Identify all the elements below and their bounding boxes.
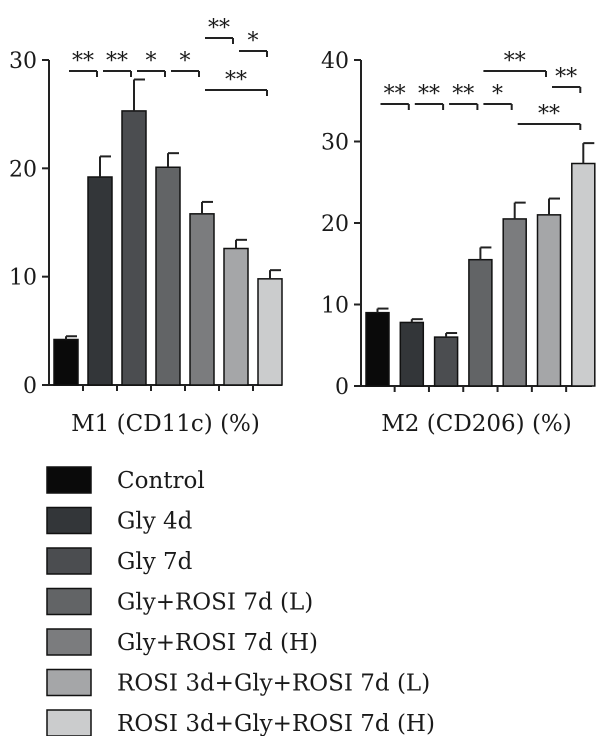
significance-label: **	[225, 68, 247, 93]
legend-label: ROSI 3d+Gly+ROSI 7d (H)	[117, 711, 435, 736]
y-tick-label: 0	[335, 375, 349, 400]
bar	[121, 110, 147, 386]
bar	[502, 218, 527, 387]
significance-label: *	[180, 49, 191, 74]
legend-label: ROSI 3d+Gly+ROSI 7d (L)	[117, 671, 430, 697]
legend-label: Gly 4d	[117, 509, 193, 535]
legend-swatch	[46, 466, 92, 494]
legend-label: Gly+ROSI 7d (H)	[117, 630, 318, 656]
y-tick-label: 30	[9, 49, 37, 74]
y-tick-label: 20	[9, 157, 37, 182]
bar	[155, 166, 181, 386]
legend: Control Gly 4d Gly 7d Gly+ROSI 7d (L) Gly+RO…	[46, 466, 435, 736]
legend-swatch	[46, 587, 92, 616]
significance-label: *	[248, 29, 259, 54]
y-tick-label: 30	[321, 131, 349, 156]
y-tick-label: 0	[23, 374, 37, 399]
legend-swatch	[46, 628, 92, 656]
significance-label: **	[72, 49, 94, 74]
legend-label: Control	[117, 468, 205, 494]
significance-label: **	[208, 16, 230, 41]
bar	[189, 213, 215, 386]
significance-label: **	[106, 49, 128, 74]
bar	[257, 278, 283, 386]
significance-label: **	[418, 82, 440, 107]
y-tick-label: 10	[9, 266, 37, 291]
x-axis-title: M1 (CD11c) (%)	[71, 411, 260, 437]
significance-label: *	[492, 82, 503, 107]
bar	[87, 176, 113, 386]
significance-label: **	[384, 82, 406, 107]
bar	[399, 321, 425, 387]
significance-label: **	[555, 65, 577, 90]
bar	[433, 336, 459, 387]
y-tick-label: 20	[321, 212, 349, 237]
legend-swatch	[46, 547, 92, 575]
significance-label: **	[538, 102, 560, 127]
bar	[223, 247, 249, 386]
legend-label: Gly 7d	[117, 549, 193, 575]
legend-swatch	[46, 506, 92, 535]
bar	[468, 258, 493, 387]
legend-swatch	[46, 709, 92, 736]
x-axis-title: M2 (CD206) (%)	[381, 411, 572, 437]
significance-label: **	[504, 49, 526, 74]
significance-label: *	[146, 49, 157, 74]
legend-label: Gly+ROSI 7d (L)	[117, 590, 313, 616]
bar	[53, 338, 79, 386]
y-tick-label: 40	[321, 49, 349, 74]
bar	[365, 311, 390, 387]
bar	[571, 162, 596, 387]
significance-label: **	[452, 82, 474, 107]
y-tick-label: 10	[321, 294, 349, 319]
legend-swatch	[46, 668, 92, 697]
bar	[536, 214, 562, 387]
